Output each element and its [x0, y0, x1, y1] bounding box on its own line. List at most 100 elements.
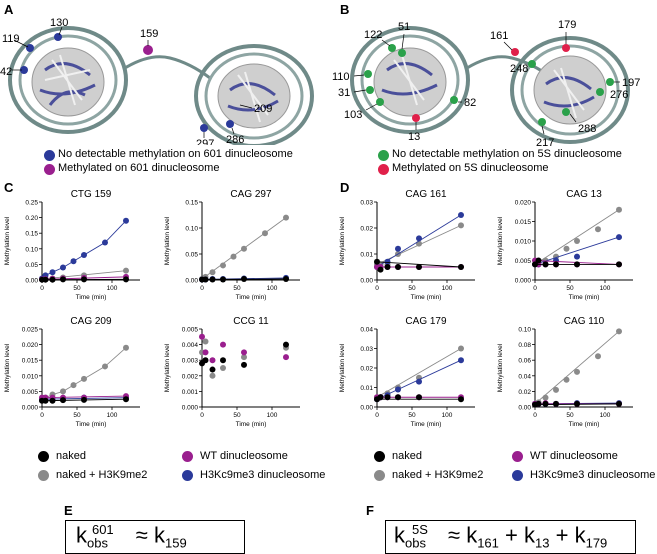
y-tick-label: 0.00 — [25, 278, 38, 285]
data-point-gray — [542, 394, 549, 401]
data-point-black — [220, 276, 226, 283]
data-point-black — [616, 261, 622, 268]
data-point-black — [60, 276, 66, 283]
data-point-blue — [458, 357, 464, 364]
eq-f-s1: 161 — [477, 535, 499, 551]
eq-f-sup: 5S — [411, 522, 428, 537]
y-tick-label: 0.06 — [518, 358, 531, 365]
y-tick-label: 0.020 — [515, 200, 532, 207]
data-point-black — [241, 361, 247, 368]
y-tick-label: 0.00 — [360, 405, 373, 412]
y-tick-label: 0.10 — [25, 246, 38, 253]
data-point-blue — [574, 253, 580, 260]
x-tick-label: 0 — [200, 285, 204, 292]
y-tick-label: 0.00 — [518, 405, 531, 412]
data-point-black — [81, 396, 87, 403]
site-label-297: 297 — [196, 138, 214, 145]
site-label-51: 51 — [398, 21, 410, 33]
legend-text-a-2: Methylated on 601 dinucleosome — [58, 162, 220, 174]
legend-c-naked-me2: naked + H3K9me2 — [56, 469, 148, 481]
eq-e-k: k — [76, 522, 87, 548]
y-tick-label: 0.00 — [185, 278, 198, 285]
x-tick-label: 0 — [40, 285, 44, 292]
equation-e: kobs601 ≈ k159 — [76, 522, 187, 551]
data-point-gray — [123, 344, 129, 351]
data-point-black — [81, 276, 87, 283]
data-point-black — [283, 275, 289, 282]
x-tick-label: 100 — [600, 412, 611, 419]
linker-dna — [124, 55, 211, 80]
eq-e-sup: 601 — [91, 522, 114, 537]
data-point-gray — [202, 338, 209, 345]
legend-d-dot-me3 — [512, 470, 523, 481]
data-point-gray — [60, 388, 66, 395]
panel-label-f: F — [366, 503, 374, 518]
legend-d-wt: WT dinucleosome — [530, 450, 618, 462]
y-tick-label: 0.15 — [185, 200, 198, 207]
data-point-black — [123, 276, 129, 283]
x-tick-label: 0 — [375, 412, 379, 419]
chart-cag-209: CAG 209 0.000 0.005 0.010 0.015 0.020 0.025 0 50… — [4, 316, 140, 428]
x-axis-label: Time (min) — [236, 421, 267, 428]
eq-e-obs: obs — [87, 535, 108, 551]
data-point-black — [416, 394, 422, 401]
data-point-blue — [81, 252, 87, 259]
data-point-black — [49, 397, 56, 404]
site-dot-276 — [596, 88, 604, 96]
data-point-black — [220, 357, 226, 364]
legend-d-naked-me2: naked + H3K9me2 — [392, 469, 484, 481]
fit-line-gray — [376, 348, 462, 398]
site-label-110: 110 — [332, 71, 350, 83]
x-tick-label: 100 — [442, 285, 453, 292]
data-point-purple — [209, 357, 216, 364]
x-tick-label: 100 — [442, 412, 453, 419]
x-tick-label: 100 — [107, 285, 118, 292]
site-label-288: 288 — [578, 123, 596, 135]
x-tick-label: 50 — [566, 285, 574, 292]
data-point-black — [209, 276, 216, 283]
site-dot-82 — [450, 96, 458, 104]
site-label-13: 13 — [408, 131, 420, 143]
data-point-black — [395, 394, 401, 401]
y-axis-label: Methylation level — [497, 216, 504, 265]
y-axis-label: Methylation level — [4, 216, 11, 265]
legend-d-dot-naked-me2 — [374, 470, 385, 481]
site-label-286: 286 — [226, 134, 244, 145]
y-tick-label: 0.010 — [515, 239, 532, 246]
data-point-black — [616, 400, 622, 407]
eq-f-t2: k — [524, 522, 536, 548]
y-tick-label: 0.05 — [185, 252, 198, 259]
legend-d-me3: H3Kc9me3 dinucleosome — [530, 469, 656, 481]
eq-e-approx: ≈ — [135, 522, 148, 548]
eq-f-s2: 13 — [535, 535, 550, 551]
data-point-black — [241, 275, 247, 282]
x-tick-label: 50 — [73, 412, 81, 419]
eq-e-rhs-sub: 159 — [165, 535, 187, 551]
data-point-gray — [81, 375, 87, 382]
data-point-blue — [395, 245, 401, 252]
chart-title: CTG 159 — [71, 189, 112, 200]
y-tick-label: 0.10 — [518, 327, 531, 334]
data-point-gray — [220, 262, 226, 269]
fit-line-gray — [534, 330, 620, 405]
site-label-197: 197 — [622, 77, 640, 89]
data-point-blue — [416, 235, 422, 242]
site-label-209: 209 — [254, 103, 272, 115]
data-point-gray — [574, 238, 580, 244]
data-point-purple — [199, 333, 205, 340]
legend-d-dot-wt — [512, 451, 523, 462]
y-tick-label: 0.01 — [360, 385, 373, 392]
chart-ctg-159: CTG 159 0.00 0.05 0.10 0.15 0.20 0.25 0 50 100Tim… — [4, 189, 140, 301]
data-point-gray — [595, 353, 601, 360]
data-point-blue — [416, 378, 422, 385]
data-point-blue — [49, 269, 56, 276]
site-label-82: 82 — [464, 97, 476, 109]
site-dot-179 — [562, 44, 570, 52]
y-axis-label: Methylation level — [497, 343, 504, 392]
x-axis-label: Time (min) — [76, 294, 107, 301]
site-dot-110 — [364, 70, 372, 78]
data-point-gray — [563, 245, 570, 252]
x-axis-label: Time (min) — [411, 294, 442, 301]
y-tick-label: 0.000 — [182, 405, 199, 412]
